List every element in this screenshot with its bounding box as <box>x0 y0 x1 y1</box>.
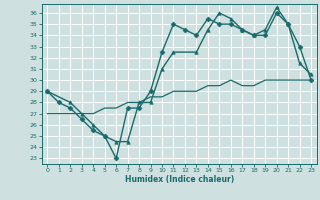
X-axis label: Humidex (Indice chaleur): Humidex (Indice chaleur) <box>124 175 234 184</box>
